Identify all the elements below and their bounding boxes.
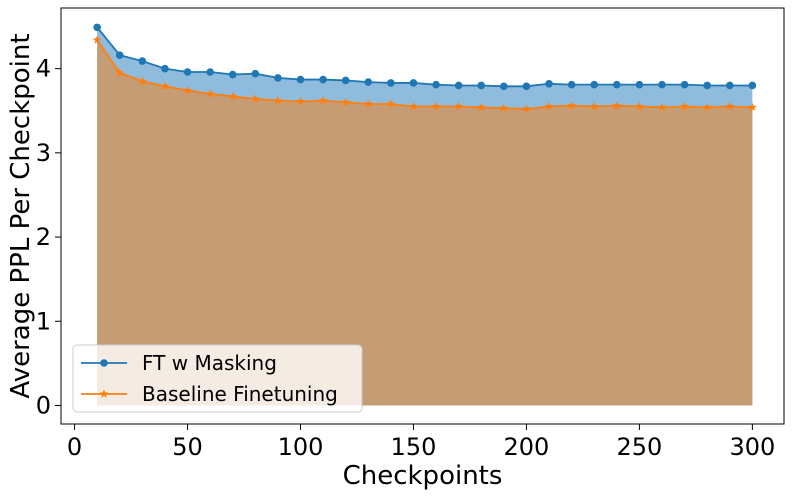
data-point [296,75,305,84]
y-tick-label: 4 [36,55,51,83]
series-line-1 [96,39,753,110]
data-point [115,51,124,59]
data-point [228,70,237,79]
data-point [341,76,350,85]
series-area-1 [97,40,753,406]
y-tick-label: 3 [36,139,51,167]
data-point [725,81,734,90]
data-point [341,97,351,107]
data-point [477,81,486,90]
data-point [567,101,576,110]
data-point [228,91,238,101]
data-point [747,102,757,112]
data-point [409,79,418,87]
data-point [273,96,283,105]
y-axis-label: Average PPL Per Checkpoint [6,33,36,398]
data-point [612,101,622,110]
x-tick-label: 100 [278,433,324,461]
data-point [725,101,735,111]
data-point [613,80,621,89]
data-point [545,79,553,88]
data-point [432,80,440,89]
plot-frame [60,7,785,425]
data-point [160,81,170,91]
data-point [522,82,531,91]
data-point [590,80,599,89]
y-tick-label: 1 [36,307,51,335]
data-point [115,68,125,77]
data-point [635,80,644,89]
data-point [409,101,418,111]
data-point [363,99,373,108]
x-axis-label: Checkpoints [343,461,503,491]
data-point [544,101,554,111]
data-point [387,79,395,87]
data-point [161,64,169,73]
legend-label: FT w Masking [142,351,277,375]
data-point [702,102,712,112]
data-point [137,76,147,85]
data-point [319,75,327,84]
legend: FT w Masking Baseline Finetuning [72,344,363,413]
data-point [522,104,531,113]
legend-label: Baseline Finetuning [142,382,338,406]
axes: 0 50 100 150 200 250 300 0 1 2 3 4 Checkpoints Averag… [6,7,785,491]
data-point [703,81,711,90]
data-point [183,85,192,95]
data-point [138,57,147,65]
data-point [274,74,282,82]
data-point [296,96,305,106]
data-point [567,80,576,89]
legend-box [72,344,363,413]
data-point [251,69,260,78]
data-point [364,78,373,86]
x-tick-label: 50 [172,433,203,461]
x-tick-label: 200 [504,433,550,461]
plot-area [92,23,757,406]
data-point [680,101,689,111]
data-point [386,99,396,108]
legend-marker [100,359,108,367]
data-point [476,102,486,112]
data-point [635,101,644,111]
data-point [499,103,509,112]
data-point [589,101,599,111]
data-point [183,68,192,76]
data-point [205,89,215,98]
legend-marker [99,389,109,398]
data-point [680,80,689,89]
data-point [318,96,328,105]
x-tick-label: 0 [67,433,82,461]
data-point [454,101,464,111]
x-tick-label: 250 [616,433,662,461]
data-point [250,94,260,103]
data-point [93,23,101,32]
data-point [748,81,757,90]
data-point [658,80,666,89]
data-point [431,101,441,111]
x-tick-label: 150 [391,433,437,461]
data-point [454,81,463,90]
data-point [206,68,214,76]
y-tick-label: 0 [36,391,51,419]
data-point [92,35,102,44]
data-point [500,82,508,91]
data-point [657,102,667,112]
y-tick-label: 2 [36,223,51,251]
x-tick-label: 300 [729,433,775,461]
